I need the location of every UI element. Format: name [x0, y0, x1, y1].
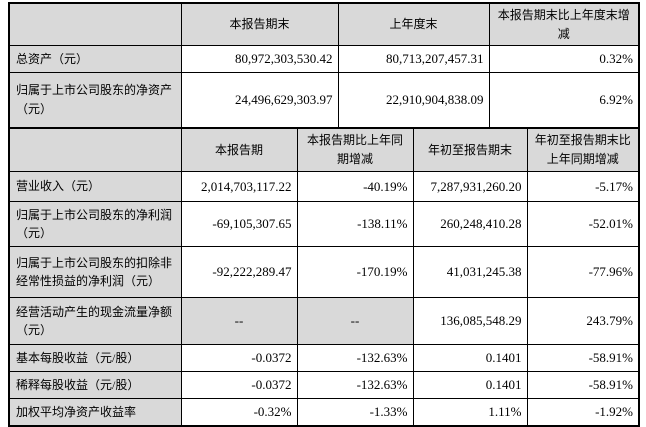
cell-value: 80,713,207,457.31	[337, 45, 490, 74]
row-label: 归属于上市公司股东的净资产（元）	[8, 72, 182, 129]
table-row-basic-eps: 基本每股收益（元/股） -0.0372 -132.63% 0.1401 -58.…	[8, 344, 640, 373]
cell-value: 41,031,245.38	[412, 246, 528, 299]
row-label: 归属于上市公司股东的扣除非经常性损益的净利润（元）	[8, 246, 182, 299]
row-label: 基本每股收益（元/股）	[8, 344, 182, 373]
cell-value: -1.33%	[296, 398, 414, 427]
table-row-diluted-eps: 稀释每股收益（元/股） -0.0372 -132.63% 0.1401 -58.…	[8, 371, 640, 400]
cell-value: 7,287,931,260.20	[412, 171, 528, 203]
table-row-operating-cash-flow: 经营活动产生的现金流量净额（元） -- -- 136,085,548.29 24…	[8, 297, 640, 346]
col-header-change-vs-prior-period: 本报告期比上年同期增减	[296, 127, 414, 173]
cell-value: -1.92%	[526, 398, 640, 427]
period-header-row: 本报告期 本报告期比上年同期增减 年初至报告期末 年初至报告期末比上年同期增减	[8, 127, 640, 173]
period-end-table: 本报告期末 上年度末 本报告期末比上年度末增减 总资产（元） 80,972,30…	[8, 2, 640, 129]
cell-value: -132.63%	[296, 344, 414, 373]
cell-value: -77.96%	[526, 246, 640, 299]
period-end-header-row: 本报告期末 上年度末 本报告期末比上年度末增减	[8, 2, 640, 47]
cell-value: 0.1401	[412, 344, 528, 373]
row-label: 经营活动产生的现金流量净额（元）	[8, 297, 182, 346]
row-label: 加权平均净资产收益率	[8, 398, 182, 427]
period-table: 本报告期 本报告期比上年同期增减 年初至报告期末 年初至报告期末比上年同期增减 …	[8, 126, 640, 427]
cell-value: -170.19%	[296, 246, 414, 299]
col-header-year-to-date: 年初至报告期末	[412, 127, 528, 173]
table-row-total-assets: 总资产（元） 80,972,303,530.42 80,713,207,457.…	[8, 45, 640, 74]
corner-cell	[8, 2, 182, 47]
cell-value: -0.0372	[180, 371, 298, 400]
cell-value: 0.1401	[412, 371, 528, 400]
row-label: 总资产（元）	[8, 45, 182, 74]
cell-value: 6.92%	[488, 72, 640, 129]
financial-summary: 本报告期末 上年度末 本报告期末比上年度末增减 总资产（元） 80,972,30…	[8, 2, 640, 427]
cell-value: -0.32%	[180, 398, 298, 427]
table-row-net-assets: 归属于上市公司股东的净资产（元） 24,496,629,303.97 22,91…	[8, 72, 640, 129]
cell-value: 260,248,410.28	[412, 201, 528, 248]
cell-value: 24,496,629,303.97	[180, 72, 339, 129]
cell-value: -0.0372	[180, 344, 298, 373]
col-header-current-period: 本报告期	[180, 127, 298, 173]
corner-cell	[8, 127, 182, 173]
col-header-current-period-end: 本报告期末	[180, 2, 339, 47]
cell-value: -40.19%	[296, 171, 414, 203]
table-row-net-profit: 归属于上市公司股东的净利润（元） -69,105,307.65 -138.11%…	[8, 201, 640, 248]
table-row-net-profit-excl-nonrecurring: 归属于上市公司股东的扣除非经常性损益的净利润（元） -92,222,289.47…	[8, 246, 640, 299]
cell-value: -52.01%	[526, 201, 640, 248]
col-header-ytd-change-vs-prior: 年初至报告期末比上年同期增减	[526, 127, 640, 173]
cell-value: -58.91%	[526, 344, 640, 373]
cell-value-na: --	[180, 297, 298, 346]
table-row-weighted-avg-roe: 加权平均净资产收益率 -0.32% -1.33% 1.11% -1.92%	[8, 398, 640, 427]
cell-value: 2,014,703,117.22	[180, 171, 298, 203]
cell-value: 136,085,548.29	[412, 297, 528, 346]
cell-value: -132.63%	[296, 371, 414, 400]
cell-value: 1.11%	[412, 398, 528, 427]
cell-value: -69,105,307.65	[180, 201, 298, 248]
col-header-prior-year-end: 上年度末	[337, 2, 490, 47]
row-label: 归属于上市公司股东的净利润（元）	[8, 201, 182, 248]
cell-value: -92,222,289.47	[180, 246, 298, 299]
row-label: 稀释每股收益（元/股）	[8, 371, 182, 400]
cell-value-na: --	[296, 297, 414, 346]
cell-value: 243.79%	[526, 297, 640, 346]
cell-value: -138.11%	[296, 201, 414, 248]
cell-value: 80,972,303,530.42	[180, 45, 339, 74]
cell-value: 22,910,904,838.09	[337, 72, 490, 129]
cell-value: 0.32%	[488, 45, 640, 74]
col-header-change-vs-prior-year-end: 本报告期末比上年度末增减	[488, 2, 640, 47]
row-label: 营业收入（元）	[8, 171, 182, 203]
table-row-revenue: 营业收入（元） 2,014,703,117.22 -40.19% 7,287,9…	[8, 171, 640, 203]
cell-value: -58.91%	[526, 371, 640, 400]
cell-value: -5.17%	[526, 171, 640, 203]
